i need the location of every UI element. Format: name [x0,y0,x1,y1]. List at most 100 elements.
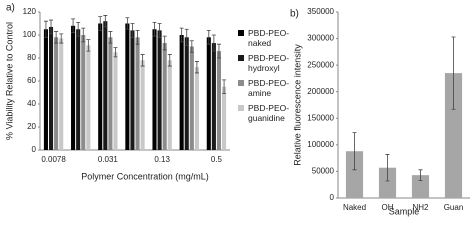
chart: a) 0 20 40 60 80 100 120 % Viability Relative to… [4,3,470,216]
x-tick-label: 0.031 [98,155,119,164]
error-bar [113,47,118,58]
bar [167,60,172,150]
error-bar [76,21,81,37]
error-bar [152,21,157,37]
y-tick-label: 50000 [312,167,335,176]
x-axis-title: Polymer Concentration (mg/mL) [81,171,209,181]
error-bar [140,54,145,67]
y-tick-label: 20 [27,122,36,131]
y-axis-title: Relative fluorescence intensity [292,44,302,166]
bar [211,43,216,150]
bar [130,30,135,150]
bar [157,30,162,150]
bar [222,86,227,150]
error-bar [103,15,108,28]
error-bar [194,61,199,74]
error-bar [211,34,216,52]
error-bar [81,27,86,43]
legend-label: PBD-PEO-guanidine [248,103,290,123]
bar [162,43,167,150]
bar [125,23,130,150]
x-tick-label: 0.0078 [41,155,66,164]
bar [81,35,86,150]
error-bar [98,16,103,31]
legend-item: PBD-PEO-naked [238,28,308,48]
bar [206,37,211,150]
bar [140,60,145,150]
legend-label: PBD-PEO-naked [248,28,290,48]
bar [43,29,48,150]
bar [135,37,140,150]
error-bar [189,40,194,53]
error-bar [108,31,113,44]
y-tick-label: 60 [27,76,36,85]
y-tick-label: 150000 [307,113,334,122]
legend: PBD-PEO-naked PBD-PEO-hydroxyl PBD-PEO-ami… [238,28,308,128]
legend-item: PBD-PEO-guanidine [238,103,308,123]
legend-swatch [238,105,244,111]
x-tick-label: NH2 [412,203,429,212]
bar [108,37,113,150]
error-bar [86,39,91,52]
bar [152,29,157,150]
bar [59,38,64,151]
legend-item: PBD-PEO-amine [238,78,308,98]
bar [113,52,118,150]
y-tick-label: 350000 [307,7,334,16]
error-bar [54,31,59,44]
error-bar [59,33,64,44]
x-tick-label: OH [382,203,394,212]
y-tick-label: 300000 [307,34,334,43]
x-tick-label: Naked [343,203,366,212]
bar [179,35,184,150]
y-tick-label: 120 [23,7,37,16]
error-bar [162,35,167,51]
y-axis-title: % Viability Relative to Control [4,22,14,140]
legend-swatch [238,55,244,61]
bar [54,37,59,150]
y-tick-label: 100000 [307,140,334,149]
bar [216,51,222,150]
error-bar [216,43,221,59]
error-bar [222,79,227,95]
legend-label: PBD-PEO-hydroxyl [248,53,290,73]
error-bar [167,54,172,67]
x-tick-label: 0.5 [211,155,223,164]
error-bar [179,27,184,43]
legend-swatch [238,80,244,86]
error-bar [125,17,130,30]
y-tick-label: 0 [32,145,37,154]
panel-label: a) [6,3,15,14]
error-bar [451,36,456,110]
bar [184,37,189,150]
error-bar [385,154,390,182]
bar [98,23,103,150]
y-tick-label: 250000 [307,60,334,69]
error-bar [418,169,423,181]
panel-label: b) [290,9,299,20]
bar [194,67,199,150]
error-bar [71,18,76,34]
page: {"chart_data": [ {"type": "bar", "panel_… [4,2,470,217]
bar [86,45,91,150]
y-tick-label: 0 [330,193,335,202]
bar [345,151,364,198]
y-tick-label: 100 [23,30,37,39]
y-tick-label: 40 [27,99,36,108]
error-bar [352,132,357,171]
bar [378,167,397,198]
error-bar [135,30,140,45]
bar [71,25,76,150]
bar [76,29,81,150]
x-axis-title: Sample [389,206,420,216]
bar [48,26,54,151]
error-bar [49,19,54,35]
legend-item: PBD-PEO-hydroxyl [238,53,308,73]
error-bar [157,23,162,38]
bar [189,46,194,150]
error-bar [43,20,48,38]
error-bar [184,28,189,46]
bar [444,73,463,198]
y-tick-label: 80 [27,53,36,62]
bar [103,21,108,151]
